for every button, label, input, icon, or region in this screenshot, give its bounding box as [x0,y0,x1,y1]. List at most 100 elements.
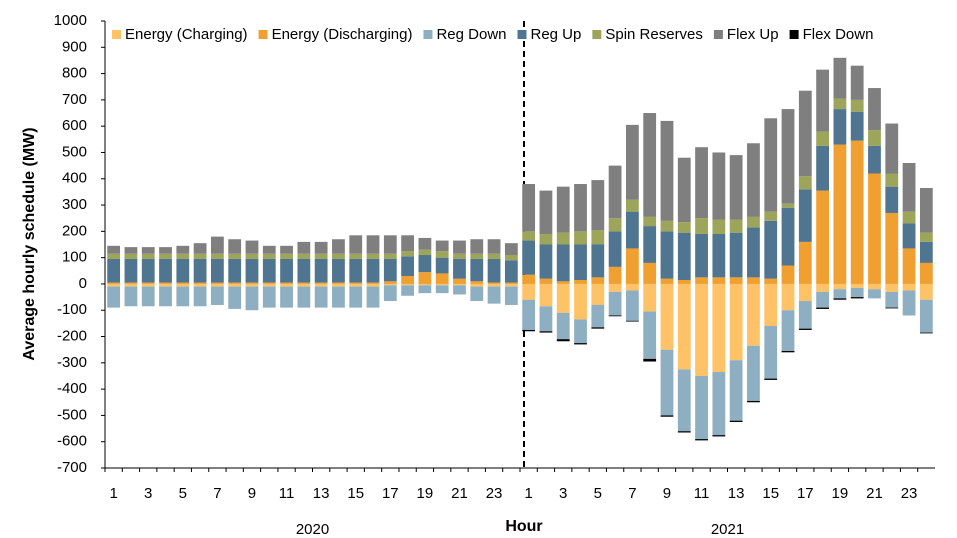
bar-segment [625,320,639,322]
bar-segment [124,286,138,307]
bar-segment [574,184,587,232]
bar-segment [193,282,207,284]
bar-segment [159,283,172,287]
bar-segment [850,287,864,298]
legend-swatch [592,30,602,39]
bar-segment [660,220,674,232]
x-tick-label: 7 [213,485,221,502]
bar-segment [574,244,587,280]
bar-segment [141,283,155,287]
bar-segment [539,190,553,234]
bar-segment [729,155,743,220]
bar-segment [643,283,657,312]
bar-segment [556,339,570,342]
bar-segment [193,286,207,307]
bar-segment [107,282,121,284]
bar-segment [107,253,121,259]
bar-segment [902,162,916,212]
bar-segment [418,283,432,286]
bar-segment [919,241,933,263]
bar-segment [228,286,242,309]
bar-segment [885,291,899,308]
bar-segment [453,258,466,279]
bar-segment [798,328,812,330]
bar-segment [660,349,674,416]
bar-segment [124,258,138,283]
bar-segment [608,291,622,316]
bar-segment [280,253,293,259]
x-tick-label: 15 [347,485,364,502]
bar-segment [747,227,760,278]
x-tick-label: 5 [179,485,187,502]
bar-segment [297,253,311,259]
bar-segment [159,282,172,284]
bar-segment [210,286,224,305]
bar-segment [401,251,415,257]
bar-segment [919,283,933,300]
bar-segment [470,239,484,254]
bar-segment [850,111,864,141]
bar-segment [781,310,795,351]
x-tick-label: 9 [663,485,671,502]
bar-segment [729,420,743,422]
bar-segment [677,369,691,432]
bar-segment [833,144,847,284]
bar-segment [695,147,708,219]
bar-segment [608,266,622,284]
bar-segment [574,279,587,284]
bar-segment [539,233,553,245]
bar-segment [850,140,864,284]
x-tick-label: 3 [144,485,152,502]
bar-segment [141,286,155,307]
bar-segment [487,258,501,283]
bar-segment [262,245,276,254]
x-axis-title: Hour [505,518,542,535]
bar-segment [660,283,674,350]
bar-segment [556,232,570,245]
x-tick-label: 13 [313,485,330,502]
bar-segment [245,282,259,284]
bar-segment [522,184,536,232]
bar-segment [660,278,674,284]
bar-segment [747,400,760,403]
bar-segment [868,173,881,284]
bar-segment [712,435,726,437]
bar-segment [418,237,432,250]
bar-segment [885,212,899,284]
bar-segment [712,283,726,373]
bar-segment [349,253,363,259]
bar-segment [643,358,657,362]
bar-segment [522,231,536,241]
bar-segment [193,253,207,259]
bar-segment [453,278,466,284]
bar-segment [487,282,501,284]
group-label: 2020 [296,521,329,538]
bar-segment [453,240,466,254]
bar-segment [798,90,812,177]
bar-segment [625,124,639,200]
y-tick-label: 900 [62,38,87,55]
bar-segment [297,282,311,284]
bar-segment [262,286,276,308]
bar-segment [107,258,121,283]
bar-segment [210,236,224,254]
bar-segment [902,283,916,291]
bar-segment [643,113,657,217]
bar-segment [919,187,933,233]
bar-segment [349,286,363,308]
bar-segment [332,258,345,283]
bar-segment [210,282,224,284]
x-tick-label: 17 [797,485,814,502]
bar-segment [487,283,501,287]
bar-segment [902,290,916,316]
bar-segment [210,283,224,287]
bar-segment [245,286,259,311]
bar-segment [245,240,259,254]
bar-segment [522,283,536,300]
legend-swatch [258,30,268,39]
bar-segment [816,69,830,132]
bar-segment [383,258,397,282]
bar-segment [798,176,812,190]
bar-segment [453,253,466,259]
y-tick-label: 800 [62,65,87,82]
